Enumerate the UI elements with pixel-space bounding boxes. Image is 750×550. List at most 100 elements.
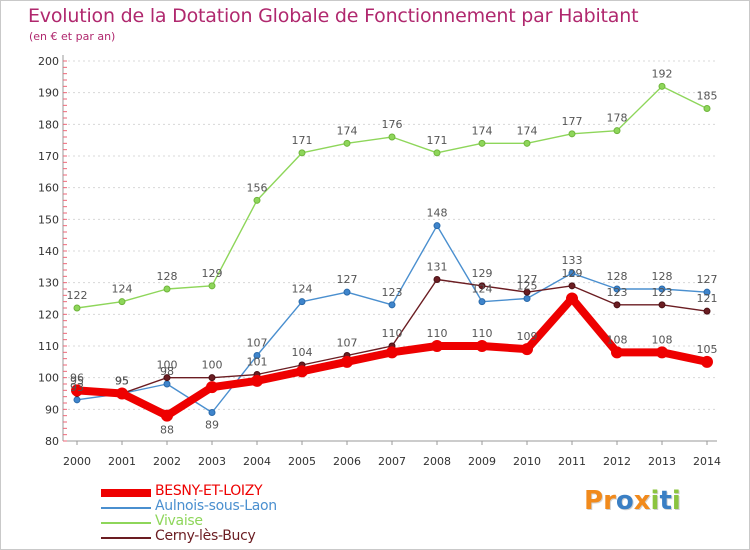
data-point-aulnois-sous-laon [613,285,621,293]
data-point-vivaise [118,298,126,306]
data-point-vivaise [523,139,531,147]
data-label-cerny-l-s-bucy: 123 [652,286,673,299]
data-point-besny-et-loizy [566,292,578,305]
data-label-besny-et-loizy: 110 [472,327,493,340]
data-point-vivaise [253,196,261,204]
data-label-cerny-l-s-bucy: 129 [472,267,493,280]
data-label-aulnois-sous-laon: 98 [160,365,174,378]
data-point-besny-et-loizy [251,374,263,387]
data-point-vivaise [613,127,621,135]
x-tick-label: 2006 [333,455,361,468]
data-point-cerny-l-s-bucy [163,374,171,382]
data-label-aulnois-sous-laon: 127 [697,273,718,286]
legend-item-cerny-l-s-bucy: Cerny-lès-Bucy [101,528,341,545]
y-tick-label: 200 [38,55,59,68]
data-label-vivaise: 124 [112,283,133,296]
data-point-besny-et-loizy [701,355,713,368]
x-tick-label: 2010 [513,455,541,468]
legend: BESNY-ET-LOIZY Aulnois-sous-Laon Vivaise Ce… [101,483,341,545]
data-point-besny-et-loizy [116,387,128,400]
data-label-cerny-l-s-bucy: 101 [247,356,268,369]
logo-letter: x [633,486,651,516]
y-tick-label: 140 [38,245,59,258]
data-point-besny-et-loizy [296,365,308,378]
logo-letter: i [671,486,681,516]
chart-subtitle: (en € et par an) [29,30,116,43]
data-point-cerny-l-s-bucy [613,301,621,309]
data-point-cerny-l-s-bucy [478,282,486,290]
data-label-vivaise: 176 [382,118,403,131]
x-tick-label: 2014 [693,455,721,468]
data-label-vivaise: 174 [472,124,493,137]
x-tick-label: 2001 [108,455,136,468]
data-point-besny-et-loizy [71,384,83,397]
data-point-vivaise [73,304,81,312]
x-tick-label: 2013 [648,455,676,468]
data-label-vivaise: 174 [337,124,358,137]
data-label-cerny-l-s-bucy: 95 [115,375,129,388]
data-point-aulnois-sous-laon [703,288,711,296]
legend-swatch [101,522,151,524]
data-label-cerny-l-s-bucy: 127 [517,273,538,286]
data-label-vivaise: 156 [247,181,268,194]
data-label-vivaise: 192 [652,67,673,80]
data-label-vivaise: 129 [202,267,223,280]
legend-swatch [101,489,151,497]
data-point-aulnois-sous-laon [298,298,306,306]
data-label-besny-et-loizy: 108 [652,333,673,346]
data-label-besny-et-loizy: 96 [70,371,84,384]
data-label-cerny-l-s-bucy: 123 [607,286,628,299]
y-tick-label: 180 [38,118,59,131]
data-point-vivaise [433,149,441,157]
data-label-besny-et-loizy: 108 [607,333,628,346]
data-label-vivaise: 178 [607,112,628,125]
legend-swatch [101,507,151,509]
data-point-cerny-l-s-bucy [658,301,666,309]
data-label-aulnois-sous-laon: 124 [472,283,493,296]
chart-title: Evolution de la Dotation Globale de Fonc… [28,5,639,27]
data-point-aulnois-sous-laon [343,288,351,296]
data-point-besny-et-loizy [431,340,443,352]
x-tick-label: 2005 [288,455,316,468]
data-label-vivaise: 171 [292,134,313,147]
legend-label: Vivaise [155,513,203,529]
y-tick-label: 130 [38,277,59,290]
data-label-besny-et-loizy: 110 [427,327,448,340]
data-point-aulnois-sous-laon [433,222,441,230]
data-label-cerny-l-s-bucy: 131 [427,261,448,274]
data-point-besny-et-loizy [611,346,623,359]
data-point-besny-et-loizy [161,409,173,422]
data-label-cerny-l-s-bucy: 121 [697,292,718,305]
data-label-besny-et-loizy: 105 [697,343,718,356]
y-tick-label: 190 [38,87,59,100]
data-label-vivaise: 122 [67,289,88,302]
data-label-cerny-l-s-bucy: 100 [157,359,178,372]
data-point-besny-et-loizy [386,346,398,359]
data-point-aulnois-sous-laon [523,295,531,302]
data-point-vivaise [703,105,711,112]
logo-letter: P [584,486,604,516]
data-label-aulnois-sous-laon: 124 [292,283,313,296]
legend-label: BESNY-ET-LOIZY [155,483,263,499]
data-point-aulnois-sous-laon [208,409,216,416]
data-point-aulnois-sous-laon [478,298,486,306]
x-tick-label: 2007 [378,455,406,468]
legend-item-aulnois-sous-laon: Aulnois-sous-Laon [101,498,341,515]
data-point-vivaise [163,285,171,293]
y-tick-label: 80 [45,435,59,448]
x-tick-label: 2000 [63,455,91,468]
x-tick-label: 2002 [153,455,181,468]
data-label-cerny-l-s-bucy: 95 [70,375,84,388]
data-point-besny-et-loizy [206,381,218,394]
data-point-aulnois-sous-laon [73,396,81,404]
data-label-vivaise: 128 [157,270,178,283]
y-tick-label: 150 [38,213,59,226]
data-label-besny-et-loizy: 109 [517,330,538,343]
data-point-aulnois-sous-laon [253,352,261,359]
y-tick-label: 160 [38,182,59,195]
data-label-besny-et-loizy: 95 [115,375,129,388]
legend-swatch [101,537,151,539]
data-point-vivaise [298,149,306,157]
